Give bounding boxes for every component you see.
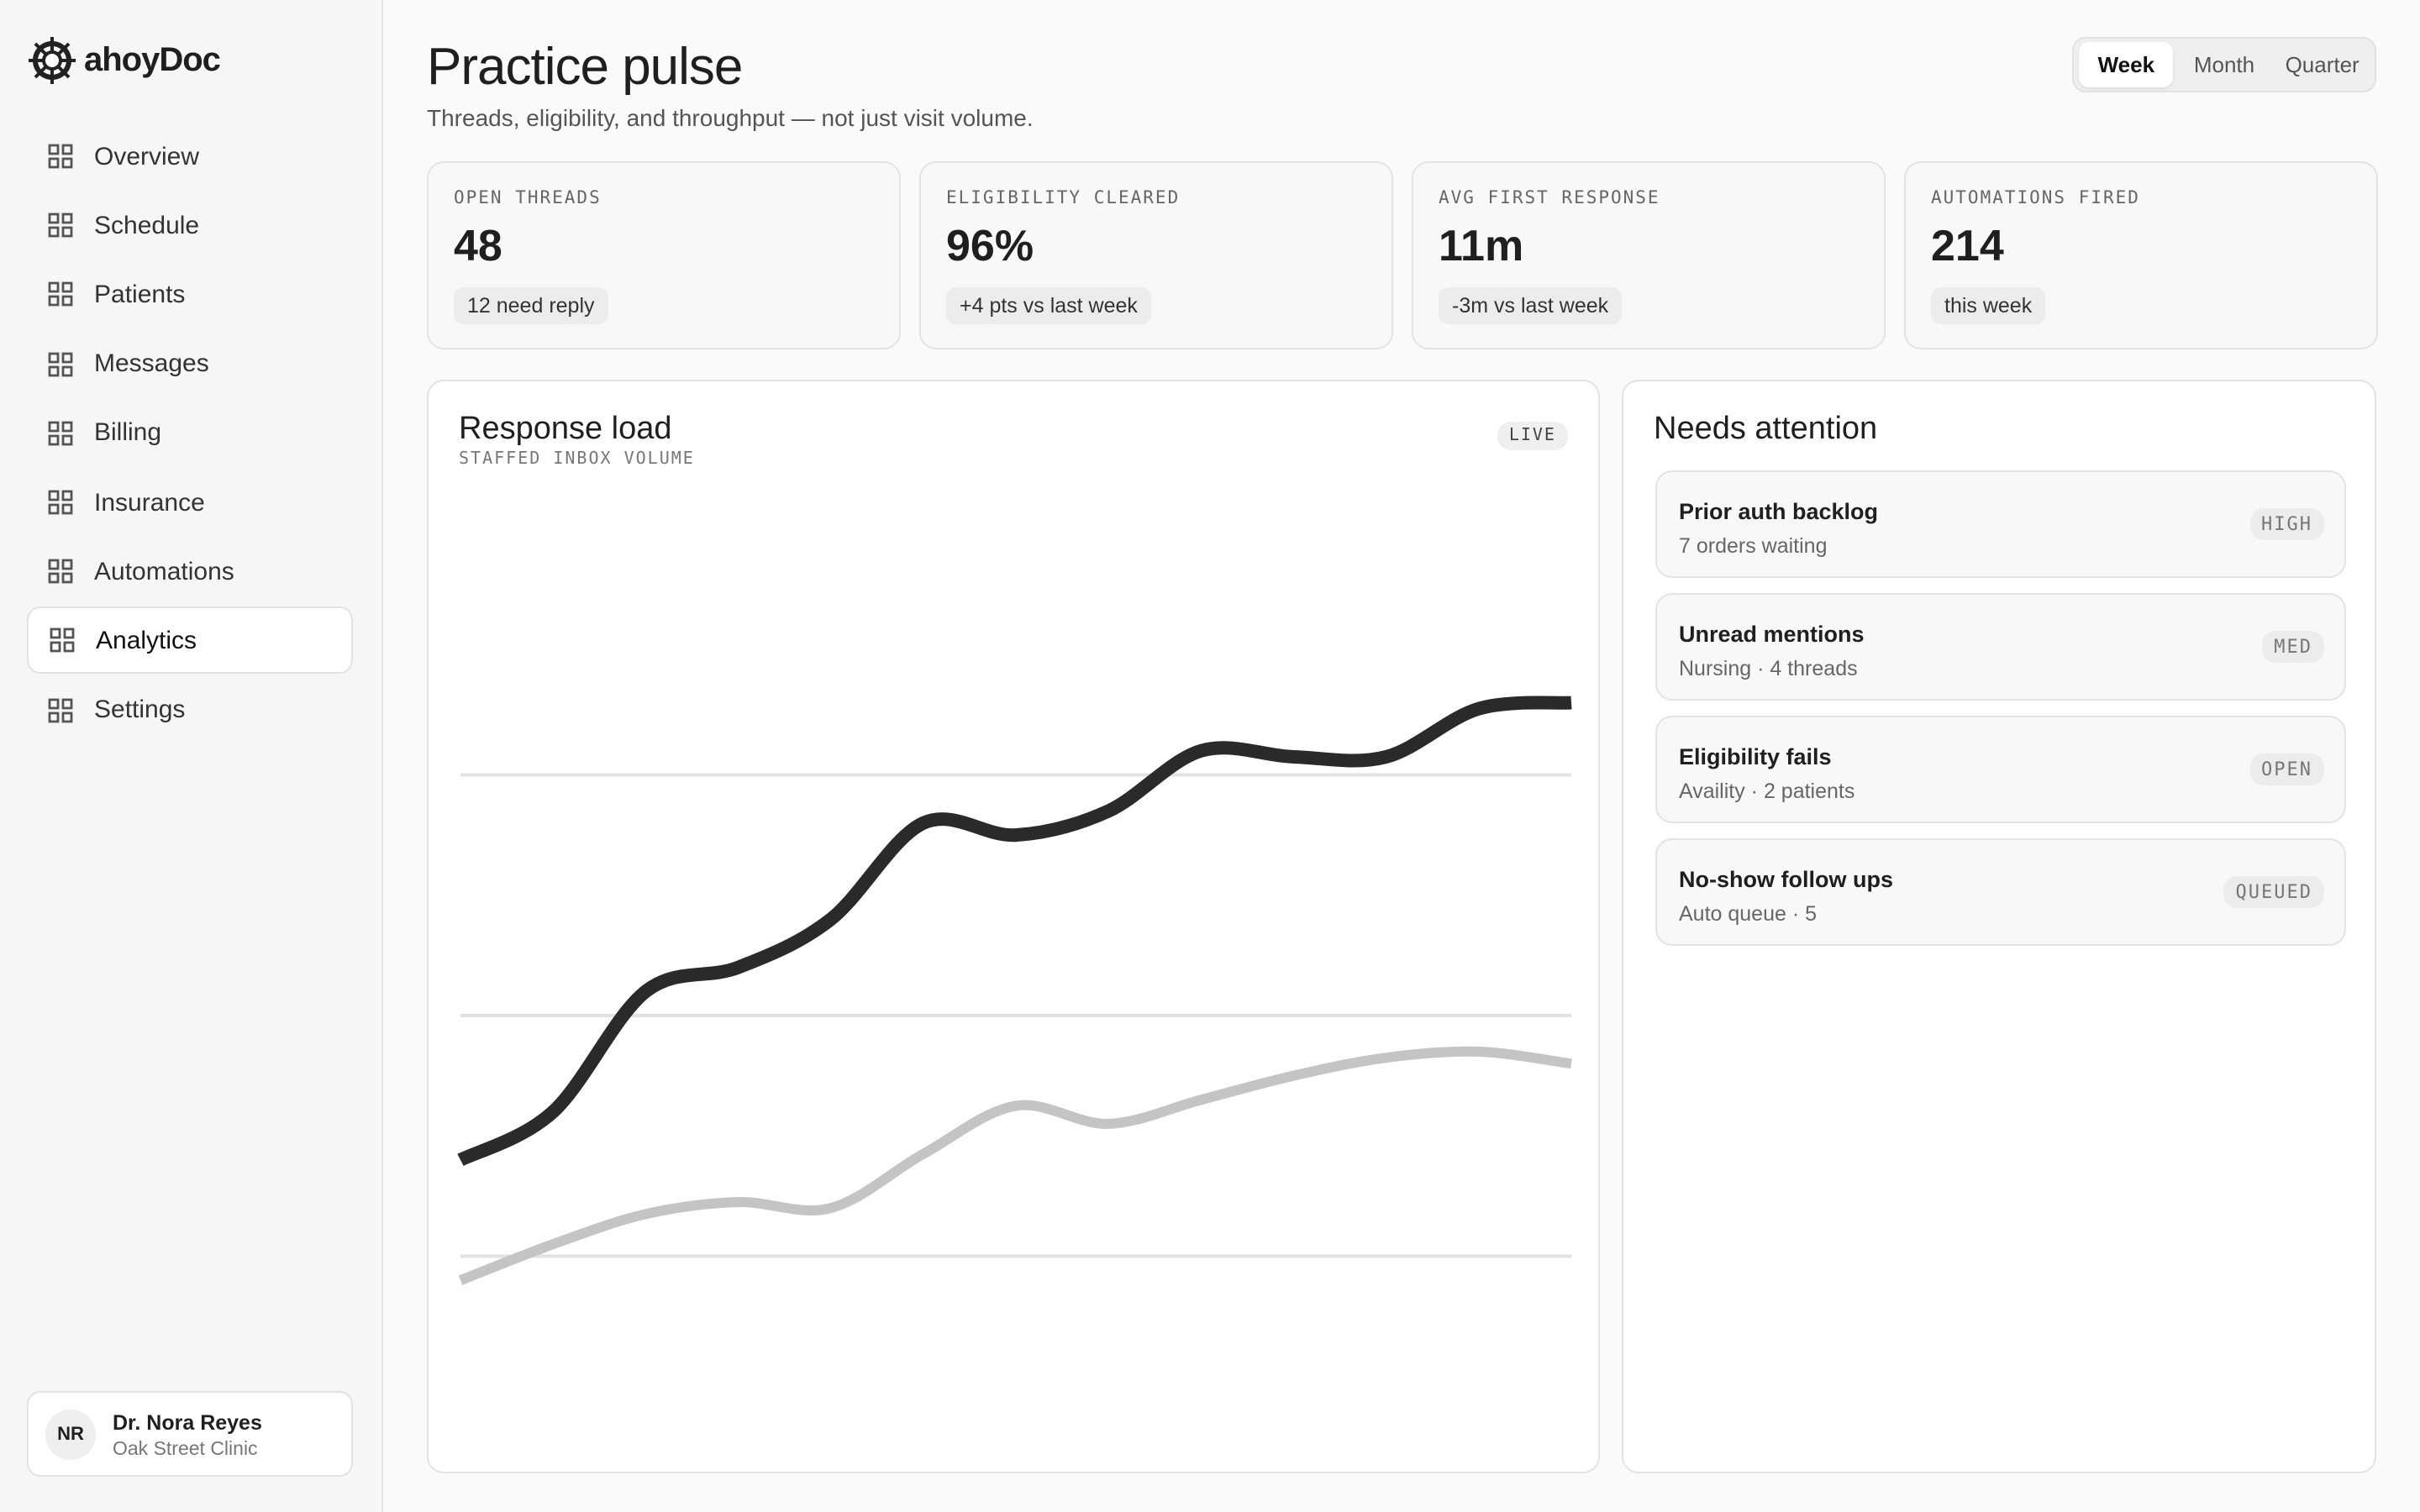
chart-card: Response load STAFFED INBOX VOLUME LIVE xyxy=(427,380,1600,1473)
nav-item[interactable]: Analytics xyxy=(27,606,353,675)
line-series xyxy=(457,696,1572,1167)
nav-item[interactable]: Automations xyxy=(27,538,353,605)
nav-label: Automations xyxy=(94,557,234,586)
nav-item[interactable]: Messages xyxy=(27,330,353,397)
item-title: Prior auth backlog xyxy=(1679,499,1879,524)
item-title: Eligibility fails xyxy=(1679,744,1832,769)
kpi-value: 11m xyxy=(1439,220,1524,270)
page-subtitle: Threads, eligibility, and throughput — n… xyxy=(427,104,1034,131)
attention-item[interactable]: No-show follow ups Auto queue · 5 QUEUED xyxy=(1655,838,2346,946)
kpi-note: this week xyxy=(1931,287,2046,324)
range-option[interactable]: Week xyxy=(2079,42,2174,87)
range-option[interactable]: Month xyxy=(2193,52,2255,77)
nav-icon xyxy=(48,282,73,307)
line-chart xyxy=(457,696,1572,1285)
brand: ahoyDoc xyxy=(27,34,221,87)
kpi-value: 96% xyxy=(946,220,1034,270)
sidebar: ahoyDoc Overview Schedule Patients Messages… xyxy=(0,0,383,1512)
attention-item[interactable]: Prior auth backlog 7 orders waiting HIGH xyxy=(1655,470,2346,578)
kpi-label: AUTOMATIONS FIRED xyxy=(1931,188,2140,208)
nav-label: Patients xyxy=(94,280,186,309)
nav-item[interactable]: Settings xyxy=(27,676,353,743)
kpi-label: OPEN THREADS xyxy=(454,188,602,208)
nav-icon xyxy=(50,628,75,654)
item-detail: Auto queue · 5 xyxy=(1679,902,1818,926)
page-title: Practice pulse xyxy=(427,37,743,96)
line-series xyxy=(458,1046,1572,1285)
attention-item[interactable]: Unread mentions Nursing · 4 threads MED xyxy=(1655,593,2346,701)
nav-icon xyxy=(48,213,73,238)
kpi-card: AUTOMATIONS FIRED 214 this week xyxy=(1904,161,2378,349)
nav-item[interactable]: Schedule xyxy=(27,192,353,259)
nav-label: Schedule xyxy=(94,211,200,240)
range-switch: Week Month Quarter xyxy=(2072,37,2376,92)
user-name: Dr. Nora Reyes xyxy=(113,1411,262,1435)
nav-item[interactable]: Insurance xyxy=(27,469,353,536)
item-title: Unread mentions xyxy=(1679,622,1865,647)
nav-label: Messages xyxy=(94,349,209,379)
live-badge: LIVE xyxy=(1497,422,1568,450)
nav-label: Insurance xyxy=(94,488,205,517)
kpi-card: AVG FIRST RESPONSE 11m -3m vs last week xyxy=(1412,161,1886,349)
nav-item[interactable]: Overview xyxy=(27,123,353,190)
attention-title: Needs attention xyxy=(1654,412,1878,447)
chart-title: Response load xyxy=(459,412,672,447)
attention-card: Needs attention Prior auth backlog 7 orde… xyxy=(1622,380,2376,1473)
range-option[interactable]: Quarter xyxy=(2285,52,2360,77)
kpi-card: ELIGIBILITY CLEARED 96% +4 pts vs last wee… xyxy=(919,161,1393,349)
item-tag: QUEUED xyxy=(2223,876,2324,908)
kpi-value: 48 xyxy=(454,220,502,270)
item-tag: HIGH xyxy=(2249,508,2324,540)
item-tag: MED xyxy=(2262,631,2324,663)
kpi-note: +4 pts vs last week xyxy=(946,287,1151,324)
item-detail: Availity · 2 patients xyxy=(1679,780,1855,803)
kpi-label: AVG FIRST RESPONSE xyxy=(1439,188,1660,208)
item-detail: Nursing · 4 threads xyxy=(1679,657,1858,680)
nav-label: Overview xyxy=(94,142,200,171)
nav-item[interactable]: Patients xyxy=(27,261,353,328)
kpi-note: -3m vs last week xyxy=(1439,287,1623,324)
chart-subtitle: STAFFED INBOX VOLUME xyxy=(459,450,695,469)
nav-icon xyxy=(48,697,73,722)
nav-icon xyxy=(48,351,73,376)
kpi-label: ELIGIBILITY CLEARED xyxy=(946,188,1181,208)
item-title: No-show follow ups xyxy=(1679,867,1893,892)
nav-icon xyxy=(48,421,73,445)
nav-label: Billing xyxy=(94,418,162,448)
kpi-note: 12 need reply xyxy=(454,287,608,324)
avatar: NR xyxy=(45,1410,96,1460)
attention-item[interactable]: Eligibility fails Availity · 2 patients OP… xyxy=(1655,716,2346,823)
nav-icon xyxy=(48,490,73,515)
item-tag: OPEN xyxy=(2249,753,2324,785)
brand-name: ahoyDoc xyxy=(84,41,221,78)
user-card[interactable]: NR Dr. Nora Reyes Oak Street Clinic xyxy=(27,1391,353,1477)
user-org: Oak Street Clinic xyxy=(113,1440,258,1460)
nav-label: Analytics xyxy=(96,626,197,655)
nav-icon xyxy=(48,144,73,169)
logo xyxy=(29,37,76,84)
nav-label: Settings xyxy=(94,696,186,725)
nav-icon xyxy=(48,559,73,584)
nav-item[interactable]: Billing xyxy=(27,400,353,467)
kpi-value: 214 xyxy=(1931,220,2004,270)
item-detail: 7 orders waiting xyxy=(1679,534,1828,558)
kpi-card: OPEN THREADS 48 12 need reply xyxy=(427,161,901,349)
